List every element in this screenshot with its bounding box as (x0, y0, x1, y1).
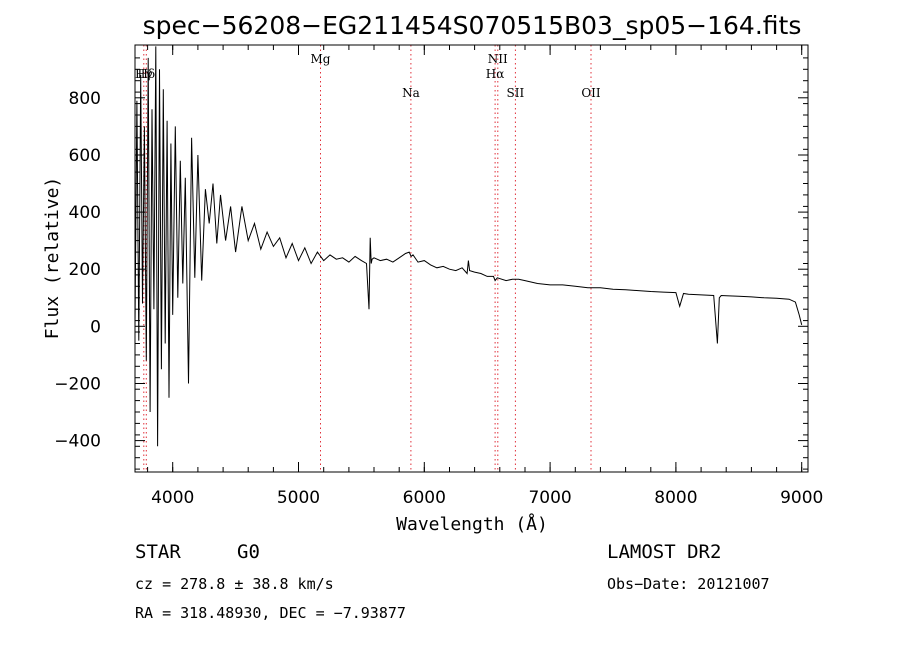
axis-ticks: 4000 5000 6000 7000 8000 9000 −400 −200 0 200 400 6… (54, 45, 823, 508)
coordinates: RA = 318.48930, DEC = −7.93877 (135, 604, 406, 622)
y-tick-label: 600 (69, 146, 101, 166)
x-tick-label: 8000 (654, 488, 697, 508)
spectrum-line (134, 46, 803, 447)
chart-title: spec−56208−EG211454S070515B03_sp05−164.f… (143, 11, 802, 40)
class-label: STAR (135, 541, 181, 563)
observation-date: Obs−Date: 20121007 (607, 575, 770, 593)
marker-label-h: Hδ (137, 67, 155, 81)
marker-label-na: Na (402, 86, 420, 100)
y-tick-label: −200 (54, 375, 101, 395)
y-tick-label: −400 (54, 432, 101, 452)
y-tick-label: 0 (90, 317, 101, 337)
survey-label: LAMOST DR2 (607, 541, 722, 563)
y-tick-label: 800 (69, 89, 101, 109)
redshift-velocity: cz = 278.8 ± 38.8 km/s (135, 575, 334, 593)
y-axis-label: Flux (relative) (42, 177, 63, 340)
x-tick-label: 4000 (151, 488, 194, 508)
x-axis-label: Wavelength (Å) (396, 513, 548, 535)
marker-label-mg: Mg (311, 52, 331, 66)
y-tick-label: 200 (69, 260, 101, 280)
marker-label-nii: NII (488, 52, 508, 66)
marker-label-sii: SII (507, 86, 525, 100)
x-tick-label: 9000 (780, 488, 823, 508)
y-tick-label: 400 (69, 203, 101, 223)
x-tick-label: 7000 (528, 488, 571, 508)
plot-frame (134, 44, 809, 473)
subclass-label: G0 (237, 541, 260, 563)
x-tick-label: 6000 (403, 488, 446, 508)
x-tick-label: 5000 (277, 488, 320, 508)
marker-label-oii: OII (581, 86, 601, 100)
marker-label-h: Hα (486, 67, 505, 81)
